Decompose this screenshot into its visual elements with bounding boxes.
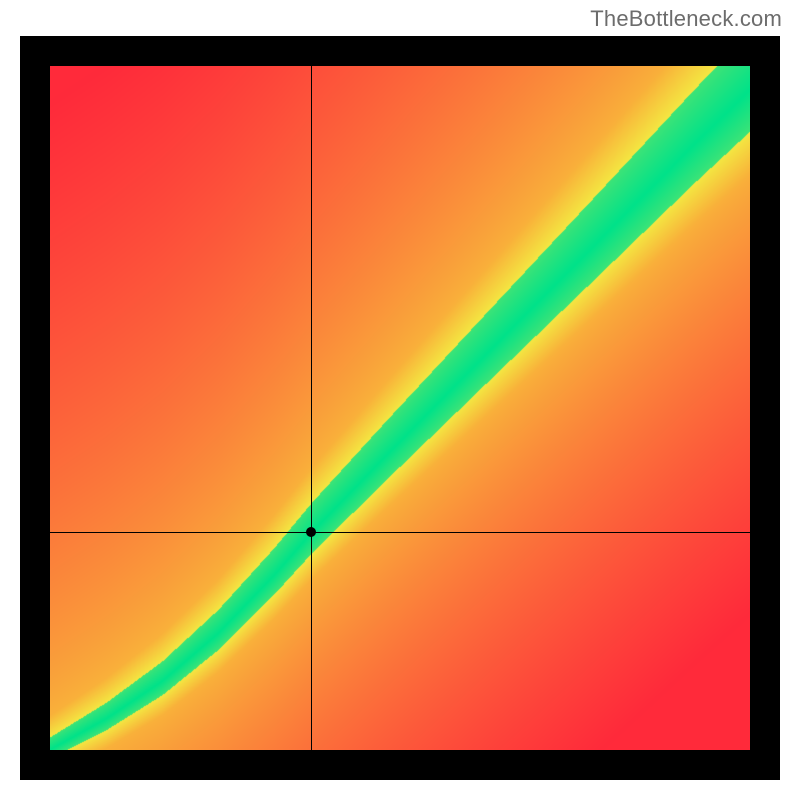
crosshair-horizontal — [50, 532, 750, 533]
watermark-text: TheBottleneck.com — [590, 6, 782, 32]
heatmap-canvas — [50, 66, 750, 750]
chart-plot-area — [50, 66, 750, 750]
crosshair-vertical — [311, 66, 312, 750]
chart-outer-frame — [20, 36, 780, 780]
crosshair-point — [306, 527, 316, 537]
